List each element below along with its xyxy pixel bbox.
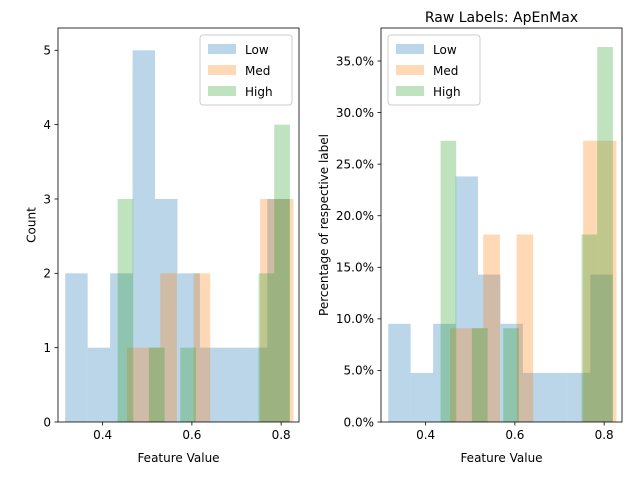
count-x-axis-label: Feature Value [137, 451, 219, 465]
percentage-x-tick-label: 0.6 [505, 428, 524, 442]
count-y-tick-label: 2 [43, 267, 51, 281]
percentage-y-tick-label: 10.0% [336, 312, 374, 326]
count-y-tick-label: 1 [43, 341, 51, 355]
percentage-x-axis-label: Feature Value [460, 451, 542, 465]
percentage-y-tick-label: 5.0% [344, 364, 375, 378]
count-bar-low-2 [110, 273, 133, 422]
count-bar-high-4 [180, 347, 196, 422]
count-legend-swatch-high [208, 86, 236, 96]
percentage-bar-med-9 [599, 140, 617, 423]
percentage-bar-med-8 [583, 140, 600, 423]
percentage-bar-low-8 [567, 372, 591, 422]
count-y-tick-label: 5 [43, 44, 51, 58]
percentage-legend-label-high: High [433, 85, 461, 99]
count-legend-swatch-med [208, 65, 236, 75]
count-legend: Low Med High [199, 34, 293, 106]
percentage-bar-high-10 [597, 46, 613, 422]
percentage-bar-low-9 [590, 274, 613, 422]
percentage-bar-high-0 [440, 140, 457, 423]
count-legend-swatch-low [208, 44, 236, 54]
count-x-tick-label: 0.6 [182, 428, 201, 442]
percentage-y-tick-label: 0.0% [344, 415, 375, 429]
percentage-bar-med-2 [483, 234, 500, 422]
percentage-y-ticks: 0.0% 5.0% 10.0% 15.0% 20.0% 25.0% 30.0% 35.0% [336, 54, 381, 429]
count-x-tick-label: 0.4 [93, 428, 112, 442]
count-bar-med-1 [143, 347, 161, 422]
percentage-bar-med-4 [516, 234, 534, 422]
count-bar-high-0 [117, 198, 134, 422]
count-bar-low-9 [267, 198, 290, 422]
count-y-tick-label: 3 [43, 192, 51, 206]
count-bar-low-3 [132, 50, 156, 423]
percentage-x-tick-label: 0.8 [595, 428, 614, 442]
count-y-axis-label: Count [24, 207, 38, 243]
count-x-tick-label: 0.8 [272, 428, 291, 442]
count-bar-low-4 [155, 198, 178, 422]
percentage-bar-low-6 [522, 372, 546, 422]
percentage-histogram-bars [388, 46, 617, 423]
count-x-ticks: 0.4 0.6 0.8 [93, 422, 291, 442]
count-y-ticks: 0 1 2 3 4 5 [43, 44, 58, 429]
percentage-histogram-panel: 0.4 0.6 0.8 0.0% 5.0% 10.0% 15.0% 20.0% 25.0% 30… [317, 10, 623, 465]
percentage-y-tick-label: 20.0% [336, 209, 374, 223]
percentage-y-tick-label: 35.0% [336, 54, 374, 68]
count-bar-low-5 [177, 273, 200, 422]
count-bar-low-7 [222, 347, 245, 422]
percentage-plot-frame [380, 27, 623, 423]
count-legend-label-high: High [245, 85, 273, 99]
percentage-bar-high-2 [471, 328, 488, 422]
percentage-bar-low-1 [410, 372, 434, 422]
percentage-y-tick-label: 15.0% [336, 261, 374, 275]
percentage-legend: Low Med High [387, 34, 481, 106]
count-bar-high-2 [148, 347, 165, 422]
percentage-y-axis-label: Percentage of respective label [317, 134, 331, 316]
percentage-legend-label-med: Med [433, 64, 458, 78]
count-plot-frame [57, 27, 300, 423]
percentage-legend-swatch-high [396, 86, 424, 96]
count-bar-med-8 [260, 198, 277, 422]
percentage-bar-high-4 [503, 328, 519, 422]
count-y-tick-label: 0 [43, 415, 51, 429]
count-bar-high-9 [258, 273, 275, 422]
percentage-bar-low-4 [478, 274, 501, 422]
percentage-bar-low-0 [388, 323, 411, 422]
percentage-legend-swatch-low [396, 44, 424, 54]
count-bar-low-0 [65, 273, 88, 422]
count-bar-low-8 [244, 347, 268, 422]
count-bar-low-1 [87, 347, 111, 422]
count-bar-med-0 [126, 347, 144, 422]
percentage-bar-med-0 [449, 328, 467, 422]
percentage-bar-low-3 [455, 176, 479, 422]
percentage-legend-label-low: Low [433, 43, 457, 57]
percentage-bar-low-2 [433, 323, 456, 422]
count-legend-label-low: Low [245, 43, 269, 57]
percentage-x-ticks: 0.4 0.6 0.8 [416, 422, 614, 442]
count-bar-med-4 [193, 273, 211, 422]
percentage-chart-title: Raw Labels: ApEnMax [425, 10, 578, 26]
count-bar-high-10 [274, 124, 290, 422]
percentage-x-tick-label: 0.4 [416, 428, 435, 442]
count-bar-low-6 [199, 347, 223, 422]
count-legend-label-med: Med [245, 64, 270, 78]
percentage-bar-med-1 [466, 328, 484, 422]
percentage-y-tick-label: 25.0% [336, 157, 374, 171]
count-histogram-bars [65, 50, 294, 423]
percentage-legend-box [387, 34, 481, 106]
percentage-bar-low-5 [500, 323, 523, 422]
count-histogram-panel: 0.4 0.6 0.8 0 1 2 3 4 5 Feature Value Count Low… [24, 27, 300, 465]
count-bar-med-9 [276, 198, 294, 422]
count-y-tick-label: 4 [43, 118, 51, 132]
count-bar-med-2 [160, 273, 177, 422]
percentage-legend-swatch-med [396, 65, 424, 75]
percentage-bar-low-7 [545, 372, 568, 422]
percentage-y-tick-label: 30.0% [336, 106, 374, 120]
count-legend-box [199, 34, 293, 106]
percentage-bar-high-9 [581, 234, 598, 422]
